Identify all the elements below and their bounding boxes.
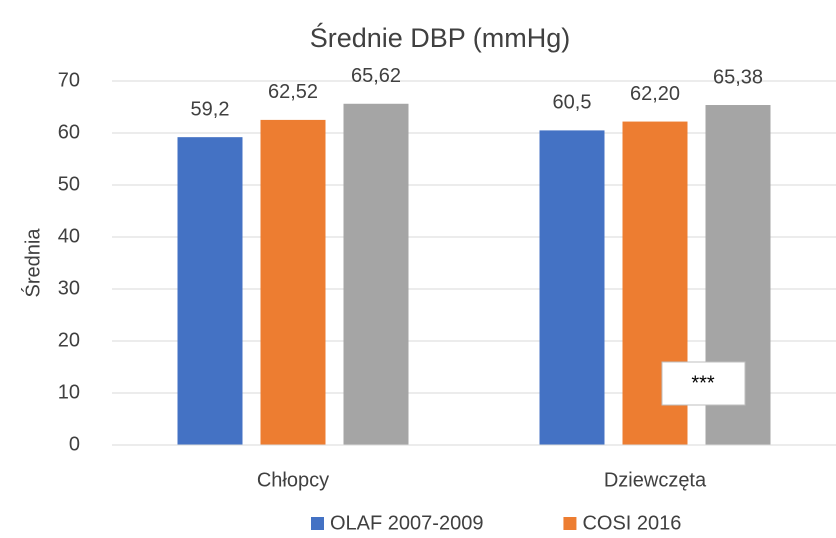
y-tick-label: 40	[58, 225, 80, 247]
y-tick-label: 0	[69, 433, 80, 455]
legend-swatch	[563, 517, 577, 530]
y-tick-label: 20	[58, 329, 80, 351]
legend-label: OLAF 2007-2009	[330, 512, 483, 534]
bar	[260, 119, 326, 445]
x-tick-label: Chłopcy	[257, 469, 329, 491]
legend-swatch	[311, 517, 324, 530]
y-tick-label: 10	[58, 381, 80, 403]
y-tick-label: 60	[58, 121, 80, 143]
y-tick-label: 30	[58, 277, 80, 299]
y-axis-label: Średnia	[20, 228, 44, 298]
data-label: 62,52	[268, 81, 318, 103]
annotation: ***	[691, 372, 715, 394]
x-tick-label: Dziewczęta	[604, 469, 707, 491]
y-tick-label: 50	[58, 173, 80, 195]
data-label: 65,62	[351, 65, 401, 87]
legend-label: COSI 2016	[582, 512, 681, 534]
chart-title: Średnie DBP (mmHg)	[310, 21, 571, 53]
bar	[539, 130, 605, 445]
y-tick-label: 70	[58, 69, 80, 91]
annotation-box	[661, 361, 746, 406]
data-label: 60,5	[553, 92, 592, 114]
data-label: 59,2	[191, 98, 230, 120]
bar	[177, 137, 243, 445]
data-label: 62,20	[630, 83, 680, 105]
data-label: 65,38	[713, 66, 763, 88]
bar	[343, 103, 409, 445]
